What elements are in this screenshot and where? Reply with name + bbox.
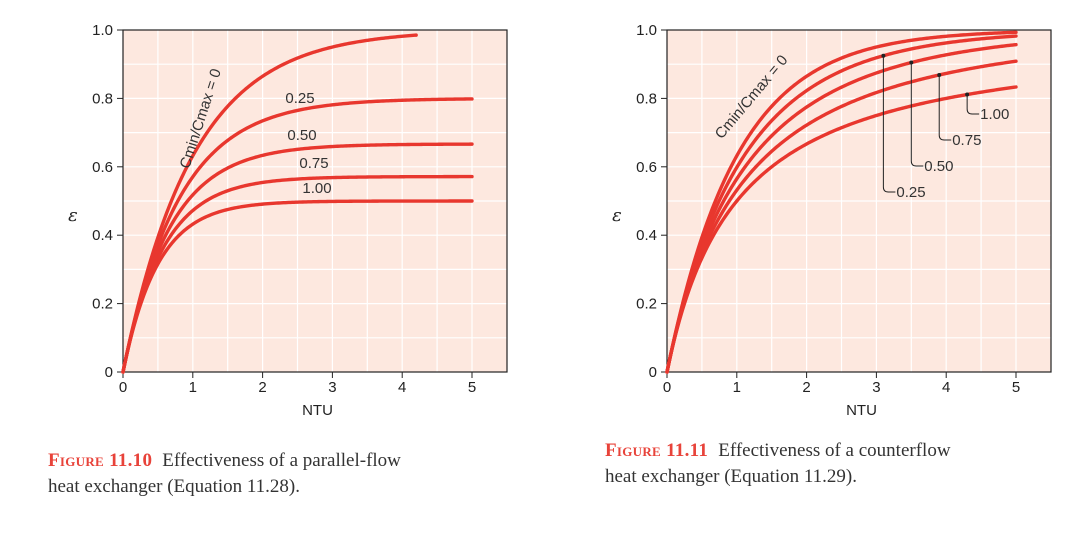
cf-frame: [666, 29, 1052, 373]
cf-xtick-label: 0: [663, 379, 671, 396]
figure-number-left: Figure 11.10: [48, 450, 153, 471]
cf-ylabel: ε: [612, 205, 622, 226]
pf-ytick-label: 0.2: [92, 296, 113, 313]
caption-left: Figure 11.10 Effectiveness of a parallel-…: [48, 448, 401, 500]
pf-xlabel: NTU: [302, 402, 333, 419]
cf-leader-line: [938, 74, 952, 141]
pf-curve-label: 0.50: [287, 127, 316, 144]
pf-ytick-label: 0.4: [92, 227, 113, 244]
pf-xtick-label: 0: [119, 379, 127, 396]
pf-curve-cr-0_25: [121, 97, 474, 374]
pf-curve-label: 0.75: [299, 155, 328, 172]
cf-xtick-label: 1: [733, 379, 741, 396]
pf-curve-cr-0: [121, 33, 418, 374]
pf-ytick-label: 1.0: [92, 22, 113, 39]
cf-leader-line: [882, 55, 896, 193]
cf-xtick-label: 2: [802, 379, 810, 396]
cf-xtick-label: 3: [872, 379, 880, 396]
pf-curve-cr-1: [121, 199, 474, 374]
pf-curve-cr-0_75: [121, 174, 474, 374]
pf-curve-cr-0_5: [121, 142, 474, 374]
cf-curve-cr-0_75: [665, 59, 1018, 374]
pf-xtick-label: 3: [328, 379, 336, 396]
cf-leader-line: [910, 62, 924, 167]
pf-curve-label: 0.25: [285, 90, 314, 107]
cf-xlabel: NTU: [846, 402, 877, 419]
pf-ytick-label: 0: [105, 364, 113, 381]
cf-ytick-label: 0.8: [636, 90, 657, 107]
cf-curve-cr-0: [665, 30, 1018, 374]
cf-curve-label: 1.00: [980, 106, 1009, 123]
cf-curve-cr-0_5: [665, 42, 1018, 374]
cf-ytick-label: 0.2: [636, 296, 657, 313]
cf-ytick-label: 0.6: [636, 159, 657, 176]
cf-curve-cr-0_25: [665, 34, 1018, 374]
caption-line2-left: heat exchanger (Equation 11.28).: [48, 476, 301, 497]
pf-xtick-label: 5: [468, 379, 476, 396]
figure-number-right: Figure 11.11: [605, 440, 709, 461]
cf-curve-label: 0.50: [924, 158, 953, 175]
caption-text-right: Effectiveness of a counterflow: [718, 440, 951, 461]
caption-right: Figure 11.11 Effectiveness of a counterfl…: [605, 438, 951, 490]
pf-xtick-label: 4: [398, 379, 406, 396]
cf-xtick-label: 4: [942, 379, 950, 396]
cf-ytick-label: 0: [649, 364, 657, 381]
cf-ytick-label: 1.0: [636, 22, 657, 39]
pf-ytick-label: 0.6: [92, 159, 113, 176]
pf-xtick-label: 2: [258, 379, 266, 396]
pf-ylabel: ε: [68, 205, 78, 226]
cf-curve-cr-1: [665, 85, 1018, 374]
cf-leader-line: [966, 94, 980, 115]
pf-curve-label: 1.00: [302, 180, 331, 197]
caption-text-left: Effectiveness of a parallel-flow: [162, 450, 401, 471]
pf-xtick-label: 1: [189, 379, 197, 396]
caption-line2-right: heat exchanger (Equation 11.29).: [605, 466, 858, 487]
cf-curve-label: 0.75: [952, 132, 981, 149]
cf-ytick-label: 0.4: [636, 227, 657, 244]
pf-frame: [122, 29, 508, 373]
pf-ytick-label: 0.8: [92, 90, 113, 107]
cf-curve-label: 0.25: [896, 184, 925, 201]
cf-xtick-label: 5: [1012, 379, 1020, 396]
